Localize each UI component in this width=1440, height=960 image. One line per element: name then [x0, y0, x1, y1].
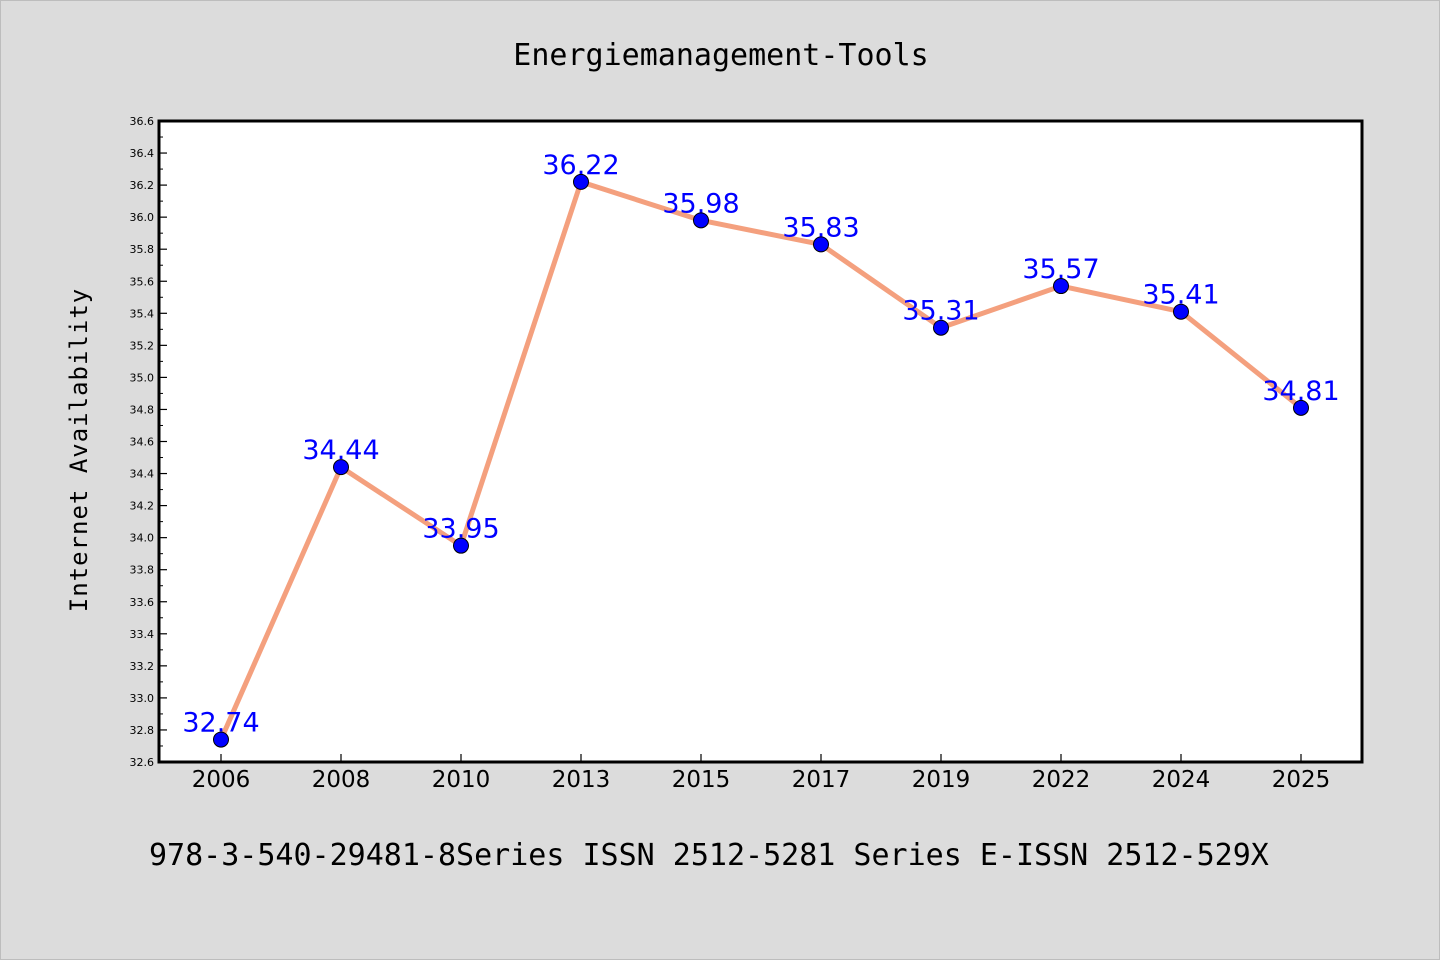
data-label: 34.44: [302, 435, 379, 466]
y-axis-label: Internet Availability: [65, 288, 93, 612]
x-tick-label: 2019: [912, 767, 971, 793]
y-tick-label: 33.2: [130, 660, 155, 673]
data-point: [453, 537, 469, 554]
y-tick-label: 33.4: [130, 628, 155, 641]
y-tick-label: 35.4: [130, 307, 155, 320]
x-tick-label: 2008: [312, 767, 371, 793]
y-tick-label: 34.2: [130, 500, 155, 513]
series-line: [218, 179, 1304, 743]
y-tick-label: 35.6: [130, 275, 155, 288]
y-tick-label: 34.8: [130, 403, 155, 416]
y-tick-label: 34.0: [130, 532, 155, 545]
data-label: 35.83: [782, 212, 859, 243]
series-layer: 32.74 34.44 33.95 36.22 35.98 35.83 35.31 35.57…: [182, 150, 1340, 748]
x-tick-label: 2025: [1272, 767, 1331, 793]
x-tick-label: 2022: [1032, 767, 1091, 793]
data-label: 33.95: [422, 514, 499, 545]
data-point: [333, 459, 349, 476]
y-tick-label: 35.0: [130, 371, 155, 384]
x-tick-label: 2015: [672, 767, 731, 793]
y-tick-label: 36.6: [130, 115, 155, 128]
x-tick-label: 2013: [552, 767, 611, 793]
y-tick-label: 35.8: [130, 243, 155, 256]
y-tick-label: 36.2: [130, 179, 155, 192]
data-point: [693, 212, 709, 229]
data-label: 35.41: [1142, 280, 1219, 311]
data-point: [1053, 278, 1069, 295]
chart-title: Energiemanagement-Tools: [513, 38, 928, 73]
data-label: 35.57: [1022, 254, 1099, 285]
plot-area: [157, 119, 1364, 764]
y-tick-label: 34.4: [130, 468, 155, 481]
y-tick-label: 34.6: [130, 436, 155, 449]
y-axis-ticks: 32.6 32.8 33.0 33.2 33.4 33.6 33.8 34.0 34.2 34.4…: [130, 115, 167, 769]
y-tick-label: 32.6: [130, 756, 155, 769]
data-point: [813, 236, 829, 253]
data-label: 34.81: [1262, 376, 1339, 407]
data-label: 35.31: [902, 296, 979, 327]
y-tick-label: 32.8: [130, 724, 155, 737]
x-tick-label: 2006: [192, 767, 251, 793]
y-tick-label: 33.6: [130, 596, 155, 609]
data-label: 35.98: [662, 188, 739, 219]
x-axis-ticks: 2006 2008 2010 2013 2015 2017 2019 2022 2024 2025: [192, 754, 1331, 793]
x-tick-label: 2017: [792, 767, 851, 793]
data-point: [1293, 399, 1309, 416]
x-tick-label: 2024: [1152, 767, 1211, 793]
y-tick-label: 35.2: [130, 339, 155, 352]
data-point: [213, 731, 229, 748]
x-tick-label: 2010: [432, 767, 491, 793]
data-point: [933, 319, 949, 336]
data-label: 32.74: [182, 708, 259, 739]
y-tick-label: 36.4: [130, 147, 155, 160]
data-point: [573, 173, 589, 190]
data-point: [1173, 303, 1189, 320]
data-label: 36.22: [542, 150, 619, 181]
footer-text: 978-3-540-29481-8Series ISSN 2512-5281 S…: [149, 838, 1269, 873]
y-tick-label: 33.0: [130, 692, 155, 705]
y-tick-label: 33.8: [130, 564, 155, 577]
y-tick-label: 36.0: [130, 211, 155, 224]
